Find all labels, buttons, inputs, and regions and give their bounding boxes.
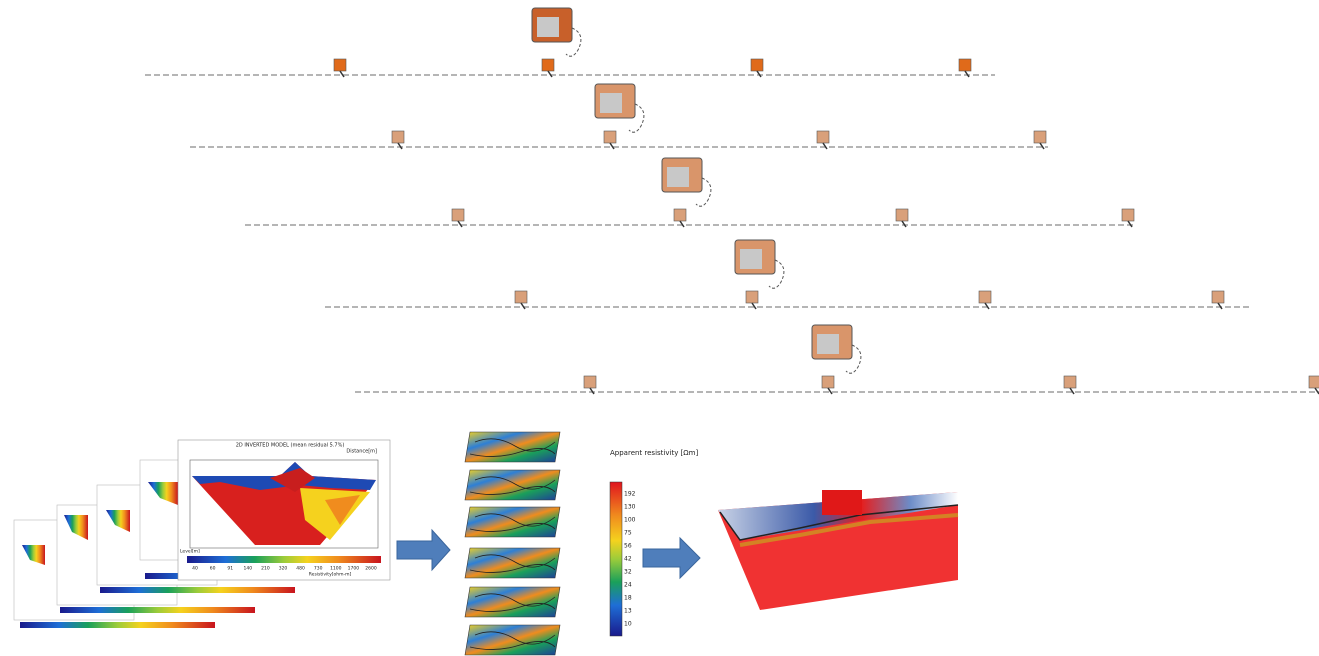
slice [465, 625, 560, 655]
electrode [1122, 209, 1134, 221]
legend-value: 18 [624, 595, 632, 602]
colorbar-tick: 91 [227, 566, 233, 572]
electrode [1309, 376, 1319, 388]
colorbar [60, 607, 255, 613]
electrode [979, 291, 991, 303]
colorbar-tick: 210 [261, 566, 270, 572]
block-3d [718, 490, 958, 610]
legend-value: 192 [624, 491, 636, 498]
electrode [584, 376, 596, 388]
colorbar-tick: 140 [244, 566, 253, 572]
device-screen [740, 249, 762, 269]
legend-value: 10 [624, 621, 632, 628]
electrode [746, 291, 758, 303]
legend-colorbar [610, 482, 622, 636]
electrode [1034, 131, 1046, 143]
arrow [643, 538, 700, 578]
electrode [1212, 291, 1224, 303]
colorbar-tick: 40 [192, 566, 198, 572]
electrode [1064, 376, 1076, 388]
electrode [334, 59, 346, 71]
device-screen [817, 334, 839, 354]
electrode [959, 59, 971, 71]
device-screen [600, 93, 622, 113]
block-anomaly [822, 490, 862, 515]
resistivity-label: Resistivity[ohm-m] [309, 572, 352, 578]
legend-value: 100 [624, 517, 636, 524]
colorbar-tick: 480 [296, 566, 305, 572]
colorbar-tick: 1100 [330, 566, 342, 572]
slice [465, 470, 560, 500]
electrode [452, 209, 464, 221]
legend-title: Apparent resistivity [Ωm] [610, 449, 698, 457]
electrode [392, 131, 404, 143]
colorbar-tick: 2600 [365, 566, 377, 572]
slice [465, 548, 560, 578]
electrode [604, 131, 616, 143]
slice [465, 432, 560, 462]
colorbar-tick: 320 [279, 566, 288, 572]
slice [465, 507, 560, 537]
survey-lines [145, 8, 1319, 394]
section-stack: 2D INVERTED MODEL (mean residual 5.7%) D… [14, 440, 390, 628]
colorbar-tick: 60 [210, 566, 216, 572]
colorbar [20, 622, 215, 628]
depth-label: Level[m] [180, 549, 200, 555]
distance-label: Distance[m] [346, 449, 377, 455]
colorbar-tick: 730 [314, 566, 323, 572]
legend-value: 42 [624, 556, 632, 563]
electrode [817, 131, 829, 143]
legend-value: 24 [624, 582, 632, 589]
legend-value: 13 [624, 608, 632, 615]
device-screen [667, 167, 689, 187]
electrode [822, 376, 834, 388]
slice [465, 587, 560, 617]
diagram: 2D INVERTED MODEL (mean residual 5.7%) D… [0, 0, 1319, 656]
colorbar-tick: 1700 [348, 566, 360, 572]
device-screen [537, 17, 559, 37]
electrode [542, 59, 554, 71]
legend-value: 56 [624, 543, 632, 550]
legend-value: 130 [624, 504, 636, 511]
legend-value: 32 [624, 569, 632, 576]
legend-value: 75 [624, 530, 632, 537]
electrode [674, 209, 686, 221]
slice-stack [465, 432, 560, 655]
electrode [896, 209, 908, 221]
colorbar [187, 556, 381, 563]
model-title: 2D INVERTED MODEL (mean residual 5.7%) [236, 443, 345, 449]
electrode [515, 291, 527, 303]
arrow [397, 530, 450, 570]
colorbar [100, 587, 295, 593]
electrode [751, 59, 763, 71]
